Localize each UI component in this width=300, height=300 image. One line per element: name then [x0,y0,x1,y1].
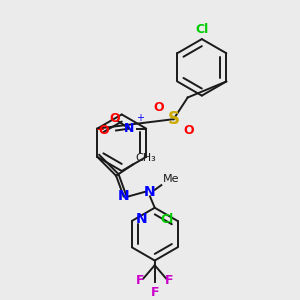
Text: Cl: Cl [195,23,208,36]
Text: S: S [168,110,180,128]
Text: O: O [98,124,109,137]
Text: F: F [165,274,173,287]
Text: CH₃: CH₃ [135,152,156,163]
Text: Cl: Cl [160,213,174,226]
Text: N: N [144,185,156,199]
Text: N: N [118,189,129,203]
Text: O: O [183,124,194,137]
Text: −: − [96,125,106,136]
Text: Me: Me [163,174,180,184]
Text: O: O [110,112,120,125]
Text: F: F [136,274,145,287]
Text: O: O [153,101,164,114]
Text: N: N [136,212,147,226]
Text: N: N [124,122,134,135]
Text: F: F [151,286,159,299]
Text: +: + [136,113,144,123]
